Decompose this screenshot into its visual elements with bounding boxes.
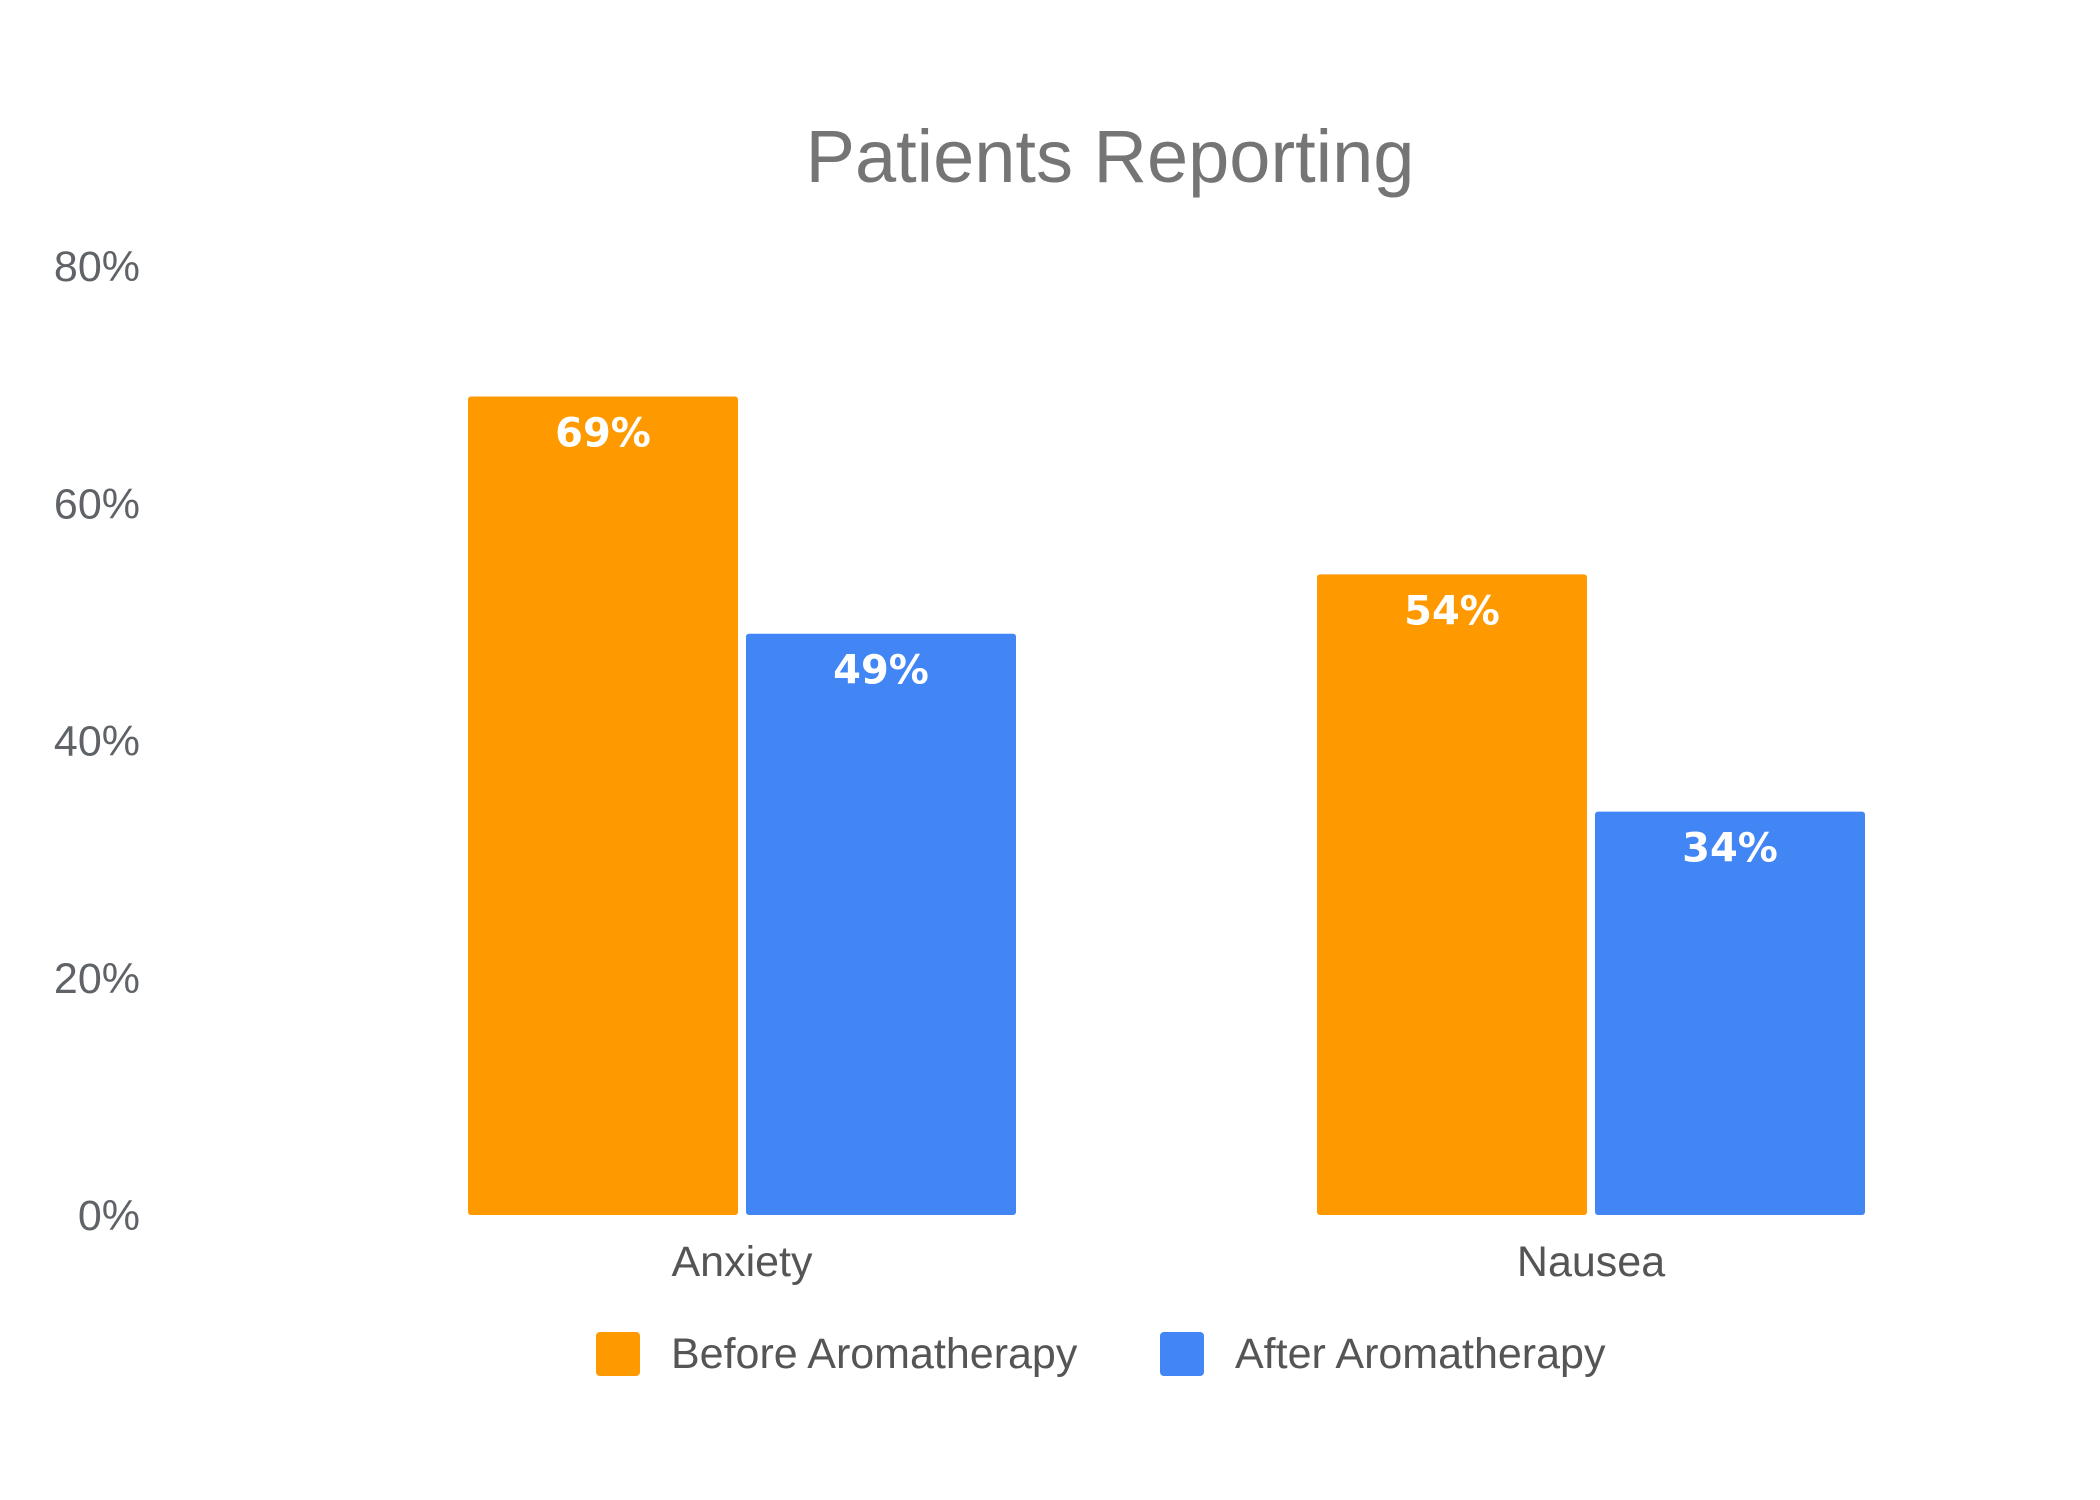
- y-tick-label: 80%: [54, 243, 140, 291]
- y-tick-label: 60%: [54, 480, 140, 528]
- data-label: 54%: [1404, 588, 1500, 634]
- y-tick-label: 0%: [78, 1192, 140, 1240]
- bars: 69% 49% 54% 34%: [468, 396, 1865, 1215]
- bar: [1317, 574, 1587, 1215]
- bar: [1595, 811, 1865, 1215]
- y-tick-label: 40%: [54, 718, 140, 766]
- x-axis: Anxiety Nausea: [671, 1238, 1665, 1286]
- chart-title: Patients Reporting: [806, 115, 1415, 198]
- bar: [468, 396, 738, 1215]
- legend-label: Before Aromatherapy: [671, 1330, 1078, 1378]
- y-tick-label: 20%: [54, 955, 140, 1003]
- data-label: 34%: [1682, 826, 1778, 872]
- x-tick-label: Nausea: [1517, 1238, 1665, 1286]
- legend-label: After Aromatherapy: [1235, 1330, 1606, 1378]
- data-label: 69%: [555, 410, 651, 456]
- data-label: 49%: [833, 648, 929, 694]
- legend-swatch: [596, 1332, 640, 1376]
- legend: Before Aromatherapy After Aromatherapy: [596, 1330, 1606, 1378]
- x-tick-label: Anxiety: [671, 1238, 813, 1286]
- legend-swatch: [1160, 1332, 1204, 1376]
- bar: [746, 633, 1016, 1215]
- y-axis: 0% 20% 40% 60% 80%: [54, 243, 140, 1240]
